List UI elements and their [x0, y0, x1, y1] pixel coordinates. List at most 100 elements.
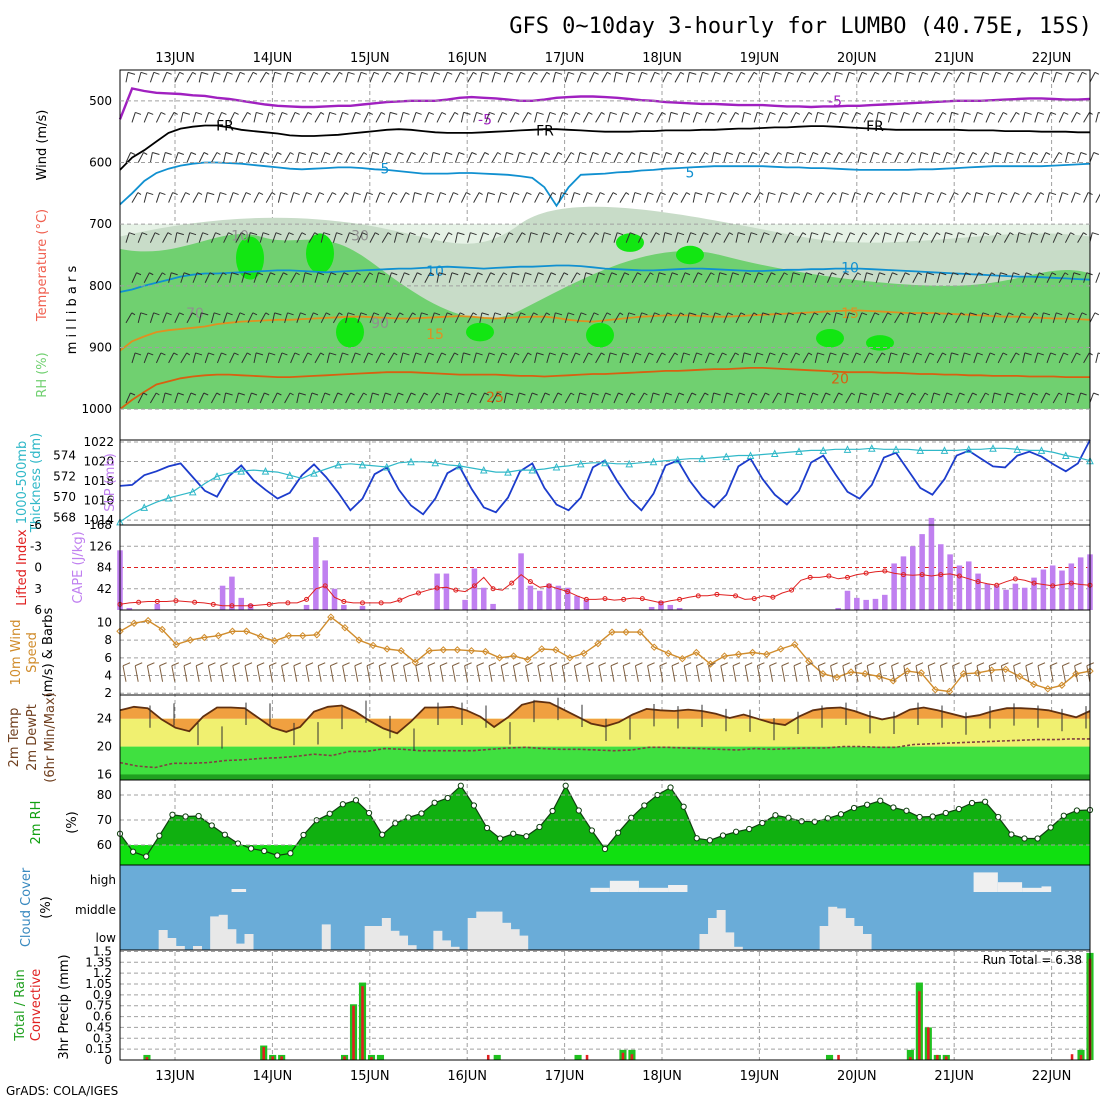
wind-barb-flag — [899, 152, 904, 155]
rh-band-bright — [816, 329, 844, 348]
cape-bar — [443, 573, 450, 610]
wind-barb — [412, 352, 417, 364]
wind-barb — [662, 312, 668, 324]
wind-barb — [241, 272, 246, 283]
date-label-bottom: 20JUN — [837, 1069, 877, 1084]
wind-barb-flag — [935, 71, 941, 75]
wind-barb-flag — [788, 71, 794, 75]
wind-barb-flag — [729, 232, 734, 236]
wind-barb — [174, 72, 181, 83]
li-marker — [714, 591, 720, 597]
wind-barb — [448, 192, 454, 203]
wind-barb-flag — [782, 352, 788, 356]
wind-barb-flag — [562, 352, 569, 356]
wind-barb-flag — [183, 272, 190, 276]
wind-barb-flag — [140, 71, 148, 75]
wind-barb-flag — [423, 152, 429, 155]
wind-barb — [698, 312, 703, 323]
wind-barb-flag — [841, 192, 849, 196]
wind-barb — [647, 665, 652, 682]
cape-bar — [648, 606, 655, 610]
rh2m-marker — [457, 782, 464, 789]
wind-barb-flag — [1021, 312, 1026, 316]
wind-barb — [552, 232, 558, 243]
wind-barb-flag — [1083, 232, 1087, 236]
wind-barb-flag — [159, 192, 166, 196]
rh2m-marker — [470, 802, 478, 809]
wind-barb — [863, 192, 869, 203]
wind-barb — [399, 352, 404, 364]
wind-barb-flag — [977, 111, 983, 115]
wind-barb-flag — [1002, 352, 1008, 356]
wind-barb-flag — [696, 352, 703, 356]
wind-barb-flag — [661, 111, 666, 115]
wind-barb-flag — [552, 192, 557, 196]
wind-barb — [448, 112, 456, 123]
wind-barb — [540, 152, 546, 163]
wind-barb-flag — [795, 111, 801, 115]
wind-barb — [558, 352, 564, 364]
precip-total-bar — [493, 1054, 501, 1060]
cloud-low-block — [373, 926, 383, 950]
wind-barb — [610, 665, 615, 682]
wind-barb-flag — [667, 71, 673, 75]
wind-marker — [945, 687, 954, 696]
wind-barb — [759, 232, 765, 243]
thickness-marker — [576, 459, 585, 468]
wind-barb — [271, 72, 276, 83]
cape-bar — [854, 597, 860, 610]
wind-barb-flag — [866, 272, 874, 276]
wind-barb-flag — [434, 71, 441, 75]
wind-barb-flag — [942, 352, 947, 356]
rh2m-marker — [523, 833, 530, 840]
date-label-bottom: 19JUN — [740, 1069, 780, 1084]
wind-barb — [491, 232, 497, 243]
wind-barb-flag — [788, 312, 794, 316]
wind-barb-flag — [704, 392, 709, 396]
wind-barb-flag — [421, 71, 428, 75]
wind-barb-flag — [481, 71, 489, 75]
thickness-marker — [673, 455, 682, 464]
wind-barb-flag — [904, 272, 910, 276]
wind-barb — [134, 665, 139, 682]
wind-barb — [851, 192, 856, 203]
wind-barb-flag — [173, 352, 178, 356]
wind-barb-flag — [1076, 111, 1081, 115]
wind-barb-flag — [838, 392, 843, 396]
wind-barb-flag — [568, 71, 575, 75]
wind-marker — [467, 647, 476, 655]
wind-barb-flag — [198, 192, 203, 196]
wind-barb-flag — [500, 192, 508, 196]
wind-barb-flag — [299, 152, 306, 155]
wind-barb-flag — [256, 111, 264, 115]
wind-barb — [973, 352, 978, 364]
wind-barb-flag — [326, 71, 331, 75]
wind-barb-flag — [939, 272, 947, 276]
cloud-low-block — [493, 911, 503, 950]
wind-barb-flag — [837, 232, 843, 236]
wind-barb-flag — [330, 662, 338, 667]
wind-barb — [595, 272, 600, 283]
wind-barb — [1040, 152, 1047, 163]
wind-barb — [424, 112, 430, 123]
li-marker — [658, 600, 664, 606]
wind-barb-flag — [1024, 111, 1032, 115]
wind-barb — [540, 232, 545, 243]
wind-barb-flag — [294, 111, 300, 115]
wind-barb-flag — [415, 111, 422, 115]
cape-bar — [1077, 557, 1084, 610]
rh2m-marker — [706, 837, 713, 844]
wind-barb — [650, 392, 654, 404]
wind-barb-flag — [745, 272, 752, 276]
wind-barb-flag — [155, 392, 160, 396]
wind-barb — [570, 112, 577, 123]
rh-band-bright — [336, 316, 364, 348]
wind-barb — [570, 272, 578, 283]
wind-barb-flag — [550, 272, 556, 276]
wind-barb-flag — [412, 312, 416, 316]
rh2m-marker — [890, 804, 897, 811]
wind-barb-flag — [472, 71, 477, 75]
precip-convective-bar — [837, 1054, 840, 1060]
wind-barb-flag — [1098, 352, 1100, 354]
precip-tick: 0.45 — [85, 1020, 112, 1034]
